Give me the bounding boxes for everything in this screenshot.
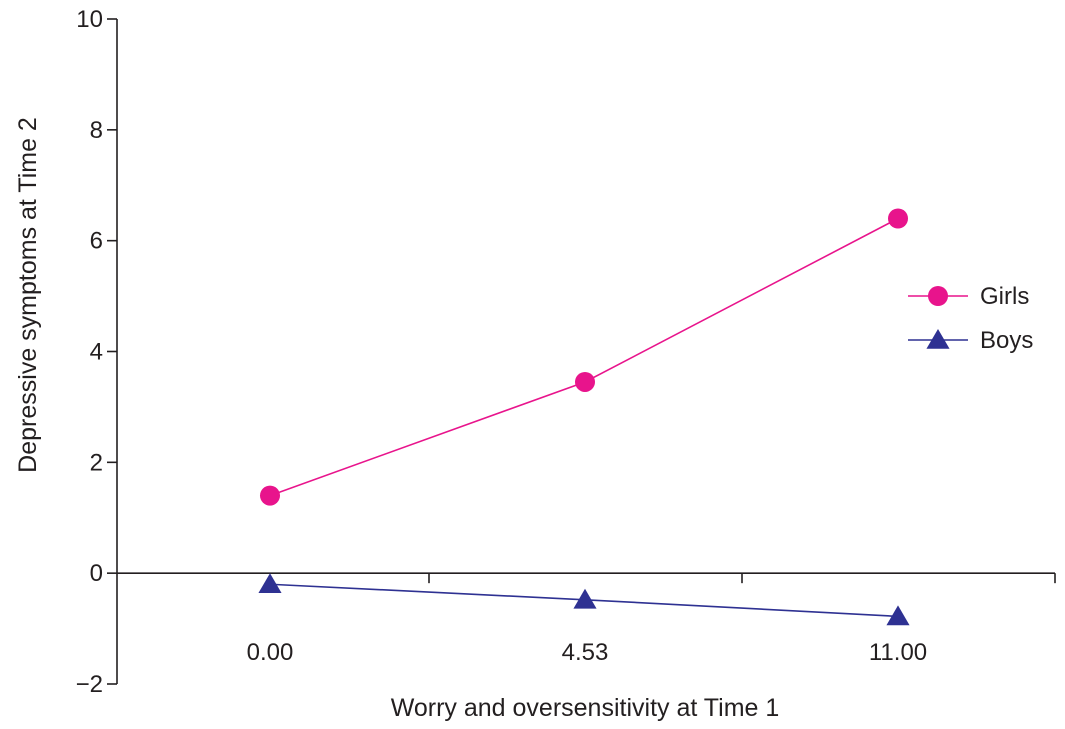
series-girls [260,208,908,506]
data-point-boys [258,573,282,594]
x-axis-title: Worry and oversensitivity at Time 1 [391,694,780,722]
data-point-boys [573,588,597,609]
data-point-girls [575,371,595,392]
legend-item-boys: Boys [908,327,1033,354]
y-axis-title: Depressive symptoms at Time 2 [14,117,42,473]
y-tick-label: 10 [76,6,103,33]
data-point-girls [888,208,908,229]
legend: Girls Boys [908,283,1033,354]
legend-label: Boys [980,327,1033,354]
x-tick-label: 4.53 [562,639,609,666]
series-layer [258,208,910,626]
y-tick-label: 2 [90,449,103,476]
y-tick-label: 6 [90,228,103,255]
y-tick-label: −2 [76,671,103,698]
legend-item-girls: Girls [908,283,1029,310]
legend-marker [926,329,950,349]
series-boys [258,573,910,626]
y-tick-label: 0 [90,560,103,587]
axes: 10 8 6 4 2 0 −2 0.00 4.53 11.00 [76,6,1056,698]
y-tick-label: 8 [90,117,103,144]
legend-label: Girls [980,283,1029,310]
x-tick-label: 0.00 [247,639,294,666]
data-point-boys [886,605,910,626]
series-line-girls [269,217,899,497]
legend-marker [928,286,948,306]
y-tick-label: 4 [90,339,103,366]
x-tick-label: 11.00 [869,639,927,666]
data-point-girls [260,485,280,506]
